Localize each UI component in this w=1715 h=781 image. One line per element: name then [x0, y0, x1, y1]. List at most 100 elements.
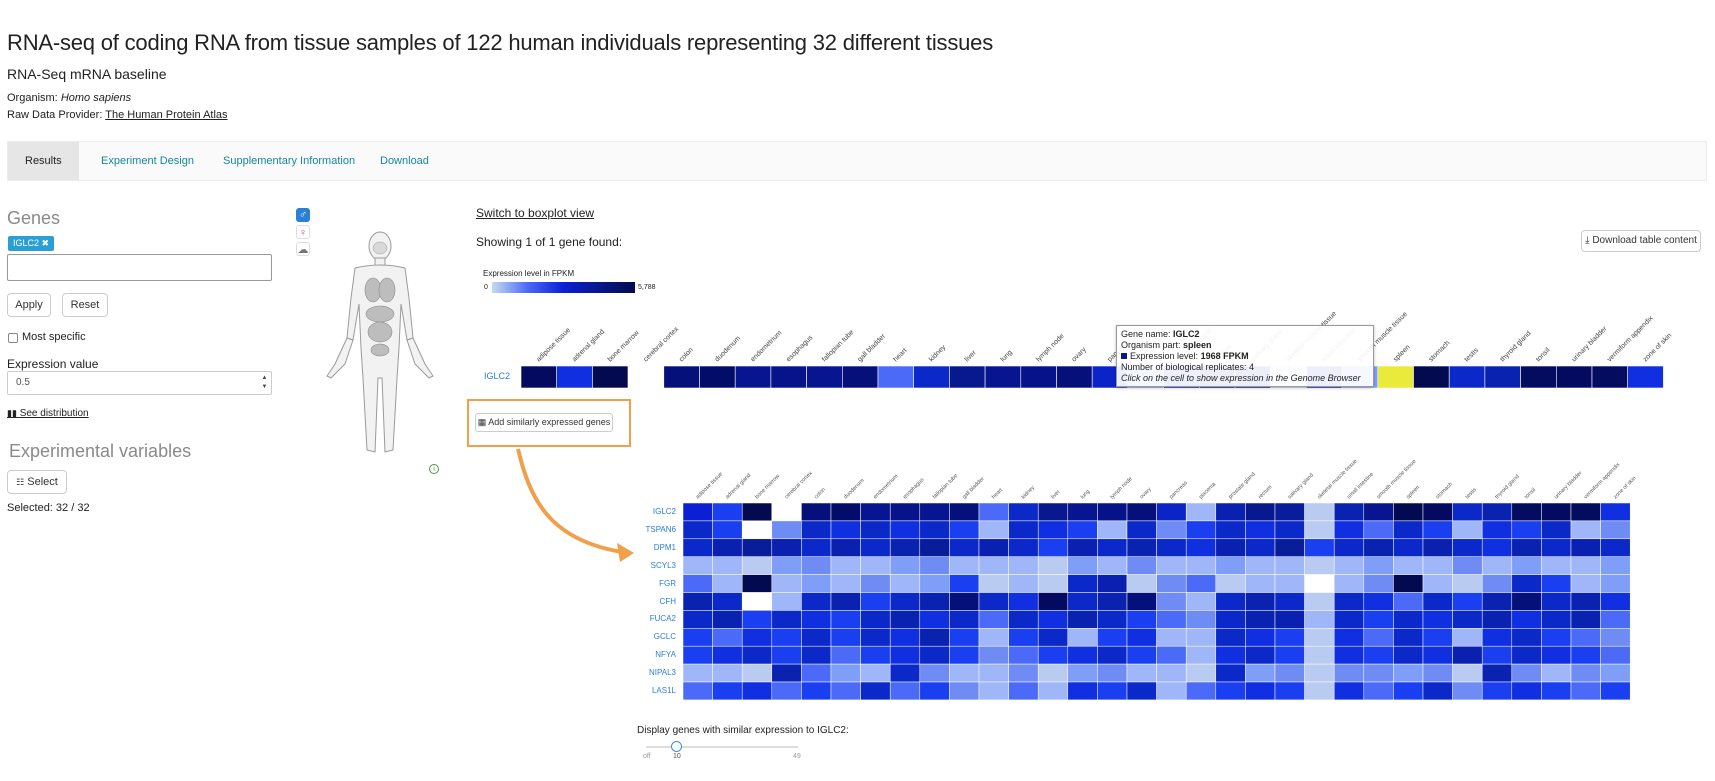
heatmap-cell[interactable]: [1570, 502, 1601, 522]
heatmap-cell[interactable]: [712, 663, 743, 683]
heatmap-cell[interactable]: [1185, 538, 1217, 557]
heatmap-cell[interactable]: [919, 538, 950, 557]
heatmap-cell[interactable]: [1363, 538, 1394, 557]
heatmap-cell[interactable]: [1215, 628, 1246, 647]
heatmap-cell[interactable]: [1304, 645, 1335, 665]
heatmap-cell[interactable]: [1511, 538, 1542, 557]
heatmap-row-label[interactable]: TSPAN6: [645, 524, 676, 534]
heatmap-cell[interactable]: [1363, 520, 1394, 540]
heatmap-cell[interactable]: [1067, 538, 1098, 557]
heatmap-cell[interactable]: [1600, 520, 1631, 540]
heatmap-cell[interactable]: [1008, 681, 1039, 701]
heatmap-cell[interactable]: [1274, 663, 1305, 683]
heatmap-cell[interactable]: [1274, 520, 1305, 540]
heatmap-cell[interactable]: [712, 556, 743, 575]
heatmap-cell[interactable]: [712, 610, 743, 629]
heatmap-cell[interactable]: [1274, 645, 1305, 665]
heatmap-cell[interactable]: [1156, 645, 1187, 665]
heatmap-cell[interactable]: [1333, 681, 1365, 701]
heatmap-cell[interactable]: [1215, 574, 1246, 593]
heatmap-cell[interactable]: [1333, 574, 1365, 593]
heatmap-cell[interactable]: [1274, 628, 1305, 647]
heatmap-cell[interactable]: [741, 520, 773, 540]
heatmap-cell[interactable]: [1511, 663, 1542, 683]
heatmap-cell[interactable]: [1037, 574, 1069, 593]
select-button[interactable]: ☷ Select: [7, 470, 67, 494]
heatmap-cell[interactable]: [1156, 628, 1187, 647]
heatmap-cell[interactable]: [978, 502, 1009, 522]
heatmap-cell[interactable]: [1156, 592, 1187, 611]
heatmap-cell[interactable]: [978, 520, 1009, 540]
heatmap-cell[interactable]: [771, 628, 802, 647]
heatmap-cell[interactable]: [978, 663, 1009, 683]
heatmap-cell[interactable]: [830, 592, 861, 611]
heatmap-cell[interactable]: [830, 645, 861, 665]
heatmap-cell[interactable]: [1541, 502, 1572, 522]
heatmap-cell[interactable]: [949, 502, 980, 522]
heatmap-cell[interactable]: [1481, 556, 1513, 575]
heatmap-cell[interactable]: [1600, 556, 1631, 575]
heatmap-cell[interactable]: [682, 610, 713, 629]
heatmap-cell[interactable]: [1363, 574, 1394, 593]
heatmap-cell[interactable]: [1097, 681, 1128, 701]
heatmap-cell[interactable]: [919, 592, 950, 611]
heatmap-cell[interactable]: [1126, 592, 1157, 611]
slider-track[interactable]: [646, 746, 798, 748]
heatmap-cell[interactable]: [699, 365, 736, 389]
heatmap-row-label[interactable]: FUCA2: [649, 614, 676, 624]
heatmap-cell[interactable]: [1570, 592, 1601, 611]
heatmap-row-label[interactable]: GCLC: [653, 632, 676, 642]
heatmap-cell[interactable]: [1481, 502, 1513, 522]
heatmap-cell[interactable]: [712, 538, 743, 557]
heatmap-cell[interactable]: [1363, 502, 1394, 522]
heatmap-cell[interactable]: [1245, 610, 1276, 629]
heatmap-row-label[interactable]: IGLC2: [483, 371, 510, 381]
heatmap-cell[interactable]: [919, 520, 950, 540]
heatmap-cell[interactable]: [1600, 681, 1631, 701]
heatmap-cell[interactable]: [889, 520, 921, 540]
heatmap-cell[interactable]: [949, 663, 980, 683]
tab-download[interactable]: Download: [380, 155, 429, 167]
heatmap-cell[interactable]: [1245, 663, 1276, 683]
heatmap-cell[interactable]: [771, 645, 802, 665]
heatmap-row-label[interactable]: FGR: [659, 578, 676, 588]
heatmap-cell[interactable]: [1008, 628, 1039, 647]
heatmap-cell[interactable]: [1185, 592, 1217, 611]
heatmap-cell[interactable]: [1304, 556, 1335, 575]
expression-value-stepper[interactable]: ▲ ▼: [260, 374, 269, 392]
heatmap-cell[interactable]: [860, 628, 891, 647]
heatmap-cell[interactable]: [1481, 592, 1513, 611]
heatmap-cell[interactable]: [682, 574, 713, 593]
heatmap-cell[interactable]: [1481, 663, 1513, 683]
heatmap-cell[interactable]: [830, 610, 861, 629]
heatmap-cell[interactable]: [1067, 592, 1098, 611]
heatmap-cell[interactable]: [682, 520, 713, 540]
heatmap-cell[interactable]: [830, 628, 861, 647]
heatmap-cell[interactable]: [771, 663, 802, 683]
heatmap-cell[interactable]: [1541, 645, 1572, 665]
heatmap-cell[interactable]: [978, 628, 1009, 647]
heatmap-cell[interactable]: [1185, 610, 1217, 629]
heatmap-cell[interactable]: [1452, 610, 1483, 629]
heatmap-cell[interactable]: [1215, 502, 1246, 522]
slider-thumb[interactable]: [671, 741, 682, 752]
heatmap-cell[interactable]: [1627, 365, 1664, 389]
heatmap-cell[interactable]: [682, 645, 713, 665]
heatmap-cell[interactable]: [712, 681, 743, 701]
heatmap-cell[interactable]: [830, 556, 861, 575]
heatmap-cell[interactable]: [1333, 610, 1365, 629]
heatmap-row-label[interactable]: DPM1: [653, 542, 676, 552]
heatmap-cell[interactable]: [1452, 574, 1483, 593]
heatmap-cell[interactable]: [1422, 610, 1453, 629]
heatmap-cell[interactable]: [520, 365, 558, 389]
heatmap-cell[interactable]: [860, 574, 891, 593]
heatmap-cell[interactable]: [1448, 365, 1486, 389]
heatmap-cell[interactable]: [682, 556, 713, 575]
heatmap-cell[interactable]: [1363, 681, 1394, 701]
heatmap-cell[interactable]: [1097, 592, 1128, 611]
heatmap-cell[interactable]: [949, 365, 986, 389]
heatmap-cell[interactable]: [1333, 663, 1365, 683]
heatmap-cell[interactable]: [919, 610, 950, 629]
heatmap-cell[interactable]: [1333, 592, 1365, 611]
heatmap-cell[interactable]: [919, 574, 950, 593]
